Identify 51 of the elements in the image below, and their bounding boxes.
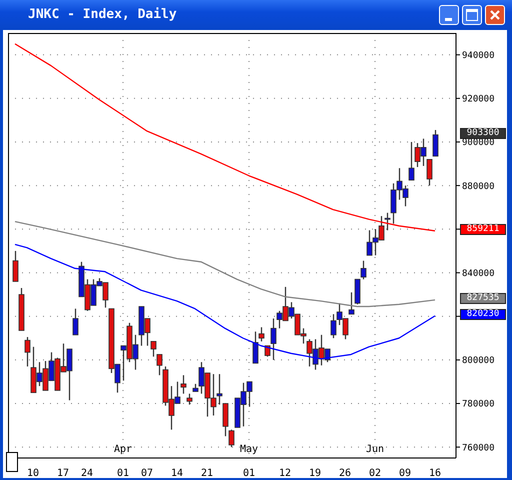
- x-tick-label: 24: [80, 468, 94, 479]
- candlestick: [216, 373, 222, 406]
- x-tick-label: 12: [278, 468, 292, 479]
- candlestick: [432, 129, 438, 157]
- y-tick-label: 940000: [462, 50, 495, 61]
- x-tick-label: 14: [170, 468, 184, 479]
- y-tick-label: 780000: [462, 400, 495, 410]
- x-tick-label: 19: [308, 468, 322, 479]
- candlestick: [186, 393, 192, 406]
- candlestick: [222, 402, 228, 437]
- x-tick-label: 26: [338, 468, 352, 479]
- y-tick-label: 920000: [462, 94, 495, 105]
- candlestick: [258, 326, 264, 342]
- x-tick-label: 09: [398, 468, 412, 479]
- candlestick: [150, 340, 156, 358]
- annotation: Apr: [112, 444, 134, 455]
- x-tick-label: 21: [200, 468, 214, 479]
- candlestick: [270, 318, 276, 361]
- text: 903300: [460, 128, 506, 140]
- text: 859211: [460, 224, 506, 236]
- x-tick-label: 01: [242, 468, 256, 479]
- candlestick: [330, 314, 336, 339]
- candlestick: [348, 292, 354, 315]
- annotation: May: [238, 444, 260, 455]
- candlestick: [24, 336, 30, 368]
- candlestick: [252, 330, 258, 364]
- x-tick-label: 01: [116, 468, 130, 479]
- line-series: [14, 244, 436, 360]
- y-tick-label: 840000: [462, 268, 495, 279]
- text: 827535: [460, 293, 506, 304]
- y-tick-label: 800000: [462, 356, 495, 366]
- candlestick: [72, 308, 78, 336]
- candlestick: [426, 158, 432, 186]
- x-tick-label: 17: [56, 468, 70, 479]
- x-tick-label: 10: [26, 468, 40, 479]
- x-tick-label: 16: [428, 468, 442, 479]
- candlestick: [408, 141, 414, 181]
- x-tick-label: 02: [368, 468, 382, 479]
- candlestick: [12, 250, 18, 282]
- text: 820230: [460, 309, 506, 320]
- x-tick-label: 07: [140, 468, 154, 479]
- candlestick: [180, 374, 186, 394]
- line-series: [14, 43, 436, 232]
- candlestick: [360, 260, 366, 280]
- y-tick-label: 880000: [462, 182, 495, 192]
- candlestick: [228, 429, 234, 448]
- candlestick: [156, 354, 162, 376]
- candlestick: [354, 278, 360, 305]
- annotation: Jun: [364, 444, 386, 455]
- chart-title: JNKC - Index, Daily: [28, 7, 177, 22]
- y-tick-label: 760000: [462, 443, 495, 454]
